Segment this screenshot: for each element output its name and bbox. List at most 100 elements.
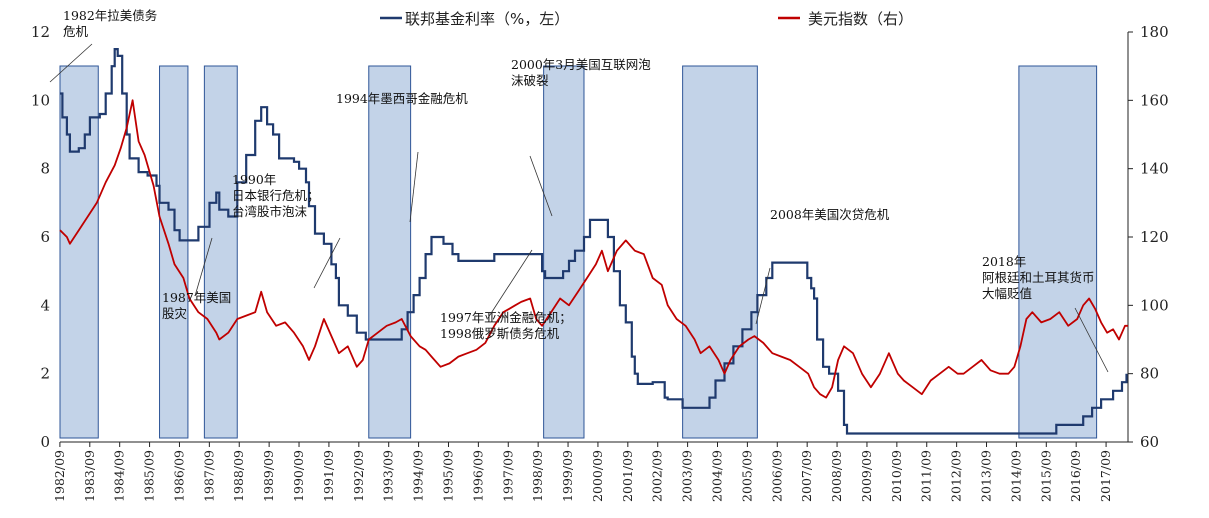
x-tick-label: 2011/09 — [919, 450, 934, 502]
x-tick-label: 1986/09 — [171, 450, 186, 502]
series-lines — [59, 48, 1128, 435]
x-tick-label: 1997/09 — [500, 450, 515, 502]
annotation-1994: 1994年墨西哥金融危机 — [336, 91, 468, 106]
y-left-tick-label: 8 — [40, 160, 50, 178]
x-tick-label: 1994/09 — [411, 450, 426, 502]
x-tick-label: 2006/09 — [769, 450, 784, 502]
legend-label-0: 联邦基金利率（%，左） — [405, 10, 569, 28]
shaded-periods — [59, 65, 1098, 439]
annotation-leader-6 — [755, 267, 771, 325]
y-left-tick-label: 0 — [40, 433, 50, 451]
annotation-leader-2 — [313, 237, 341, 289]
x-tick-label: 1990/09 — [291, 450, 306, 502]
y-right-tick-label: 120 — [1140, 228, 1169, 246]
annotation-line: 1982年拉美债务 — [63, 8, 157, 23]
annotation-1982: 1982年拉美债务危机 — [63, 8, 157, 39]
x-tick-label: 1987/09 — [201, 450, 216, 502]
annotation-line: 2000年3月美国互联网泡 — [511, 57, 651, 72]
x-tick-label: 2012/09 — [949, 450, 964, 502]
annotation-leader-7 — [1074, 307, 1109, 373]
axes: 0 2 4 6 8 10 12 60 80 100 120 140 160 180 1982/09 1983/… — [31, 23, 1169, 502]
shaded-period-6 — [1018, 65, 1098, 439]
annotation-1987: 1987年美国股灾 — [162, 290, 231, 321]
x-tick-label: 2004/09 — [709, 450, 724, 502]
shaded-period-5 — [682, 65, 758, 439]
x-tick-label: 2009/09 — [859, 450, 874, 502]
annotation-leader-3 — [409, 151, 419, 223]
annotation-line: 2008年美国次贷危机 — [770, 207, 890, 222]
x-tick-label: 1999/09 — [560, 450, 575, 502]
y-left-tick-label: 2 — [40, 365, 50, 383]
annotation-2000: 2000年3月美国互联网泡沫破裂 — [511, 57, 651, 88]
annotation-1997: 1997年亚洲金融危机； 1998俄罗斯债务危机 — [440, 310, 572, 341]
annotation-line: 2018年 — [982, 254, 1026, 269]
annotation-1990: 1990年日本银行危机；台湾股市泡沫 — [232, 172, 320, 219]
y-right-tick-label: 140 — [1140, 160, 1169, 178]
x-tick-label: 2015/09 — [1038, 450, 1053, 502]
x-tick-label: 2002/09 — [650, 450, 665, 502]
x-tick-label: 2005/09 — [739, 450, 754, 502]
y-right-tick-label: 60 — [1140, 433, 1159, 451]
annotation-line: 沫破裂 — [511, 73, 549, 88]
annotation-line: 阿根廷和土耳其货币 — [982, 270, 1095, 285]
x-tick-label: 1998/09 — [530, 450, 545, 502]
annotation-leader-5 — [529, 155, 553, 217]
annotation-line: 1994年墨西哥金融危机 — [336, 91, 468, 106]
shaded-period-3 — [368, 65, 412, 439]
x-tick-label: 1991/09 — [321, 450, 336, 502]
shaded-period-0 — [59, 65, 99, 439]
x-tick-label: 2014/09 — [1008, 450, 1023, 502]
annotation-line: 台湾股市泡沫 — [232, 204, 308, 219]
y-left-tick-label: 6 — [40, 228, 50, 246]
shaded-period-2 — [203, 65, 238, 439]
x-tick-label: 1988/09 — [231, 450, 246, 502]
x-tick-label: 2016/09 — [1068, 450, 1083, 502]
x-tick-label: 1996/09 — [470, 450, 485, 502]
annotation-leader-4 — [487, 249, 533, 319]
annotation-2008: 2008年美国次贷危机 — [770, 207, 890, 222]
y-left-tick-label: 4 — [40, 296, 50, 314]
annotations: 1982年拉美债务危机1987年美国股灾1990年日本银行危机；台湾股市泡沫19… — [49, 8, 1109, 373]
y-left-tick-label: 12 — [31, 23, 50, 41]
y-right-tick-label: 100 — [1140, 296, 1169, 314]
annotation-line: 危机 — [63, 24, 89, 39]
x-tick-label: 1992/09 — [351, 450, 366, 502]
series-line-fed-funds — [60, 48, 1128, 435]
annotation-line: 大幅贬值 — [982, 286, 1032, 301]
shaded-period-4 — [543, 65, 585, 439]
x-tick-label: 2010/09 — [889, 450, 904, 502]
annotation-line: 股灾 — [162, 306, 188, 321]
legend: 联邦基金利率（%，左） 美元指数（右） — [380, 10, 913, 28]
x-tick-label: 1995/09 — [440, 450, 455, 502]
y-right-tick-label: 80 — [1140, 365, 1159, 383]
x-tick-label: 1989/09 — [261, 450, 276, 502]
x-tick-label: 1982/09 — [52, 450, 67, 502]
annotation-line: 1987年美国 — [162, 290, 231, 305]
annotation-leader-0 — [49, 43, 93, 83]
x-tick-label: 1983/09 — [82, 450, 97, 502]
x-tick-label: 2001/09 — [620, 450, 635, 502]
x-tick-label: 2013/09 — [979, 450, 994, 502]
x-tick-label: 1985/09 — [142, 450, 157, 502]
annotation-line: 日本银行危机； — [232, 188, 320, 203]
x-tick-label: 2000/09 — [590, 450, 605, 502]
annotation-line: 1997年亚洲金融危机； — [440, 310, 572, 325]
annotation-2018: 2018年阿根廷和土耳其货币大幅贬值 — [982, 254, 1095, 301]
shaded-period-1 — [159, 65, 189, 439]
y-right-tick-label: 160 — [1140, 91, 1169, 109]
series-line-dollar-index — [59, 99, 1128, 399]
annotation-leader-1 — [194, 237, 213, 297]
y-right-tick-label: 180 — [1140, 23, 1169, 41]
annotation-line: 1998俄罗斯债务危机 — [440, 326, 560, 341]
y-left-tick-label: 10 — [31, 91, 50, 109]
legend-label-1: 美元指数（右） — [808, 10, 913, 28]
x-tick-label: 2007/09 — [799, 450, 814, 502]
x-tick-label: 1993/09 — [381, 450, 396, 502]
x-tick-label: 2017/09 — [1098, 450, 1113, 502]
x-tick-label: 2008/09 — [829, 450, 844, 502]
annotation-line: 1990年 — [232, 172, 276, 187]
x-tick-label: 2003/09 — [680, 450, 695, 502]
x-tick-label: 1984/09 — [112, 450, 127, 502]
